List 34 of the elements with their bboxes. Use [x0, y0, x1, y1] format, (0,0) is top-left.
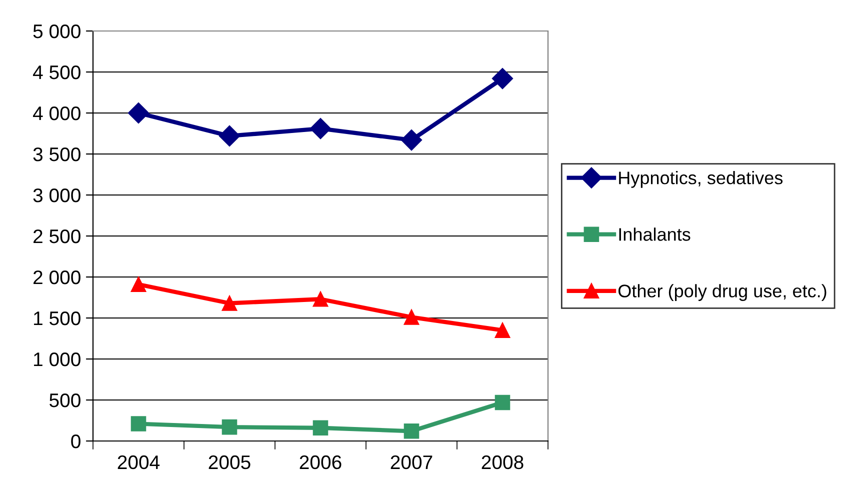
x-tick-label: 2005: [208, 455, 250, 470]
point: [494, 322, 510, 338]
point: [222, 296, 238, 311]
point: [310, 118, 332, 140]
y-tick-label: 3 500: [33, 147, 80, 162]
x-tick-label: 2006: [300, 455, 342, 470]
point: [128, 102, 150, 124]
y-tick-label: 0: [71, 434, 80, 448]
y-tick-label: 1 500: [34, 311, 80, 326]
point: [130, 276, 146, 292]
point: [312, 292, 328, 307]
legend-label: Hypnotics, sedatives: [619, 171, 783, 188]
y-tick-label: 3 000: [33, 188, 80, 202]
point: [130, 416, 146, 432]
point: [400, 130, 422, 151]
point: [492, 68, 514, 90]
point: [404, 310, 420, 325]
point: [222, 419, 238, 435]
legend-label: Inhalants: [619, 228, 690, 241]
x-tick-label: 2004: [118, 455, 160, 470]
legend-label: Other (poly drug use, etc.): [618, 284, 826, 301]
point: [218, 125, 240, 146]
point: [312, 420, 328, 436]
y-tick-label: 4 000: [32, 106, 80, 120]
x-tick-label: 2008: [482, 455, 524, 470]
y-tick-label: 500: [50, 393, 80, 408]
x-tick-label: 2007: [390, 455, 432, 470]
point: [494, 394, 510, 410]
y-tick-label: 2 000: [34, 270, 80, 284]
point: [404, 424, 420, 439]
y-tick-label: 5 000: [33, 24, 80, 38]
y-tick-label: 1 000: [34, 352, 80, 366]
y-tick-label: 2 500: [34, 229, 80, 244]
y-tick-label: 4 500: [32, 65, 80, 80]
